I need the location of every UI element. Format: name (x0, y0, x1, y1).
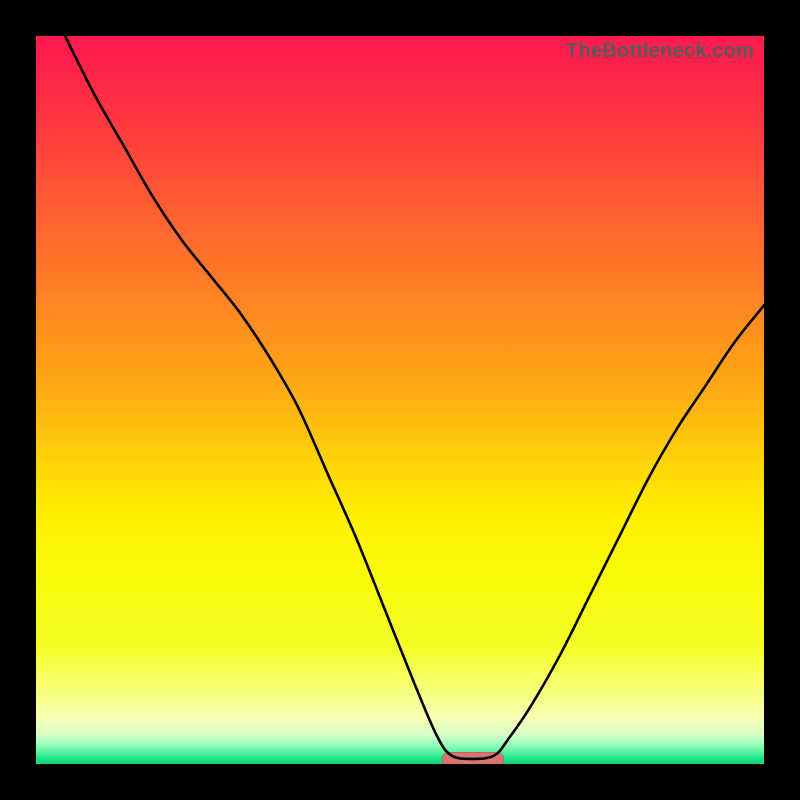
chart-plot (36, 36, 764, 764)
watermark-text: TheBottleneck.com (566, 40, 754, 63)
chart-svg (36, 36, 764, 764)
chart-frame: TheBottleneck.com (0, 0, 800, 800)
